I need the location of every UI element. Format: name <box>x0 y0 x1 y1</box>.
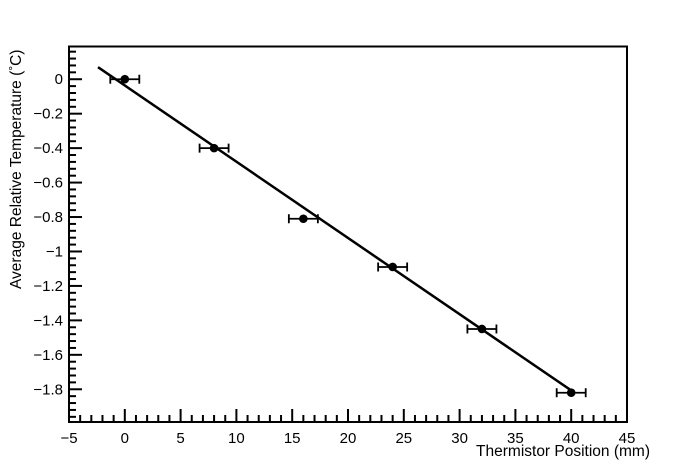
y-tick-label: −1.8 <box>33 381 63 398</box>
y-tick-label: −0.8 <box>33 209 63 226</box>
x-tick-label: 15 <box>284 430 301 447</box>
x-tick-label: 30 <box>451 430 468 447</box>
y-axis-title: Average Relative Temperature (°C) <box>6 50 25 289</box>
y-tick-label: −0.6 <box>33 175 63 192</box>
data-point-marker <box>120 74 130 84</box>
plot-frame <box>68 45 628 423</box>
x-axis-title: Thermistor Position (mm) <box>476 443 650 460</box>
x-tick-label: 35 <box>507 430 524 447</box>
x-tick-label: −5 <box>60 430 77 447</box>
x-tick-label: 20 <box>340 430 357 447</box>
x-tick-label: 5 <box>176 430 184 447</box>
y-tick-label: −0.4 <box>33 140 63 157</box>
data-point-marker <box>299 214 308 224</box>
x-tick-label: 0 <box>121 430 129 447</box>
x-tick-label: 10 <box>228 430 245 447</box>
y-tick-label: −1.4 <box>33 312 63 329</box>
y-tick-label: −1.2 <box>33 278 63 295</box>
x-tick-label: 25 <box>395 430 412 447</box>
x-tick-label: 40 <box>563 430 580 447</box>
y-tick-label: −1 <box>46 243 63 260</box>
plot-area: −5 0 5 10 15 20 25 30 35 40 45 0 −0.2 −0.4 −0.6 −0.8 −1 −… <box>33 45 636 447</box>
y-tick-label: −0.2 <box>33 106 63 123</box>
fit-line <box>97 66 576 394</box>
y-tick-label: 0 <box>55 71 63 88</box>
y-tick-label: −1.6 <box>33 347 63 364</box>
x-tick-label: 45 <box>619 430 636 447</box>
